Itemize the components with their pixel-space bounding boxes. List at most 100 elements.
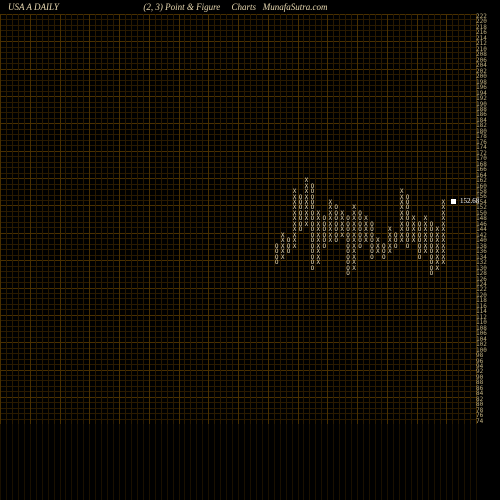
pnf-x-cell: X [434, 266, 440, 271]
pnf-x-cell: X [315, 260, 321, 265]
grid-line [464, 424, 465, 500]
grid-line [333, 424, 334, 500]
grid-line [161, 424, 162, 500]
pnf-o-cell: O [333, 238, 339, 243]
symbol-label: USA A DAILY [8, 2, 59, 12]
current-price-marker: 152.68 [451, 197, 479, 205]
grid-line [95, 424, 96, 500]
y-axis: 2222202182162142122102082062042022001981… [476, 14, 498, 424]
site-label: MunafaSutra.com [263, 2, 328, 12]
grid-line [387, 424, 388, 500]
pnf-o-cell: O [286, 249, 292, 254]
grid-line [399, 424, 400, 500]
grid-line [0, 424, 1, 500]
grid-line [309, 424, 310, 500]
grid-line [292, 424, 293, 500]
grid-line [274, 424, 275, 500]
grid-line [60, 424, 61, 500]
grid-line [77, 424, 78, 500]
grid-line [446, 424, 447, 500]
grid-line [196, 424, 197, 500]
grid-line [65, 424, 66, 500]
grid-line [48, 424, 49, 500]
price-value: 152.68 [460, 197, 479, 205]
grid-line [131, 424, 132, 500]
grid-line [202, 424, 203, 500]
grid-line [286, 424, 287, 500]
pnf-o-cell: O [381, 255, 387, 260]
grid-line [30, 424, 31, 500]
grid-line [452, 424, 453, 500]
grid-line [298, 424, 299, 500]
grid-line [280, 424, 281, 500]
grid-line [422, 424, 423, 500]
grid-line [393, 424, 394, 500]
grid-line [470, 424, 471, 500]
pnf-o-cell: O [417, 255, 423, 260]
pnf-chart: OOOOXXXXXOOOXXXXXXXXXXXOOOOOOOXXXXXXXXXO… [0, 14, 476, 424]
pnf-o-cell: O [428, 271, 434, 276]
grid-line [220, 424, 221, 500]
grid-line [42, 424, 43, 500]
grid-line [125, 424, 126, 500]
pnf-o-cell: O [309, 266, 315, 271]
grid-line [71, 424, 72, 500]
grid-line [327, 424, 328, 500]
grid-line [190, 424, 191, 500]
charts-label: Charts [232, 2, 257, 12]
grid-line [12, 424, 13, 500]
grid-line [405, 424, 406, 500]
grid-line [149, 424, 150, 500]
pnf-o-cell: O [274, 260, 280, 265]
pnf-o-cell: O [321, 244, 327, 249]
grid-line [143, 424, 144, 500]
grid-line [345, 424, 346, 500]
grid-line [137, 424, 138, 500]
grid-line [339, 424, 340, 500]
grid-line [113, 424, 114, 500]
grid-line [226, 424, 227, 500]
pnf-x-cell: X [440, 260, 446, 265]
grid-line [256, 424, 257, 500]
grid-line [54, 424, 55, 500]
pnf-x-cell: X [351, 266, 357, 271]
grid-line [184, 424, 185, 500]
grid-line [244, 424, 245, 500]
grid-line [18, 424, 19, 500]
grid-line [83, 424, 84, 500]
chart-header: USA A DAILY (2, 3) Point & Figure Charts… [8, 2, 328, 12]
grid-line [155, 424, 156, 500]
grid-line [428, 424, 429, 500]
grid-line [107, 424, 108, 500]
grid-line [363, 424, 364, 500]
pnf-o-cell: O [405, 244, 411, 249]
grid-line [119, 424, 120, 500]
grid-line [173, 424, 174, 500]
grid-line [417, 424, 418, 500]
grid-line [208, 424, 209, 500]
grid-line [434, 424, 435, 500]
pnf-x-cell: X [387, 249, 393, 254]
grid-line [440, 424, 441, 500]
pnf-o-cell: O [357, 244, 363, 249]
price-marker-box [451, 199, 456, 204]
pnf-x-cell: X [292, 244, 298, 249]
grid-line [268, 424, 269, 500]
pnf-o-cell: O [369, 255, 375, 260]
grid-line [89, 424, 90, 500]
params-label: (2, 3) Point & Figure [143, 2, 220, 12]
bottom-panel [0, 424, 476, 500]
grid-line [36, 424, 37, 500]
grid-line [214, 424, 215, 500]
pnf-o-cell: O [393, 244, 399, 249]
grid-line [232, 424, 233, 500]
grid-line [476, 424, 477, 500]
grid-line [6, 424, 7, 500]
grid-line [24, 424, 25, 500]
grid-line [238, 424, 239, 500]
grid-line [179, 424, 180, 500]
grid-line [250, 424, 251, 500]
grid-line [167, 424, 168, 500]
grid-line [351, 424, 352, 500]
pnf-x-cell: X [280, 255, 286, 260]
